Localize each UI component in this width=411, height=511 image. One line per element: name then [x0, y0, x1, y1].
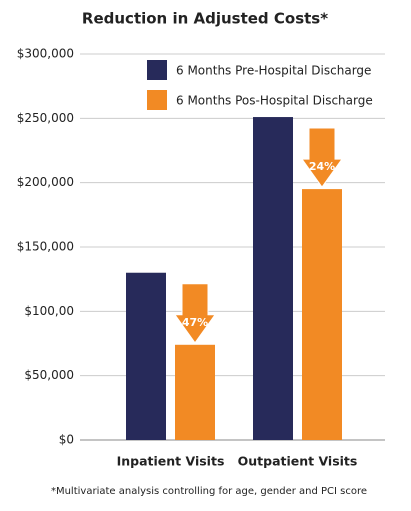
- bar: [253, 117, 293, 441]
- bar: [126, 272, 166, 440]
- y-tick-label: $100,00: [24, 304, 74, 318]
- arrow: [174, 283, 216, 344]
- y-tick-label: $250,000: [17, 111, 74, 125]
- x-tick-label: Inpatient Visits: [117, 454, 225, 469]
- x-tick-label: Outpatient Visits: [238, 454, 358, 469]
- y-tick-label: $200,000: [17, 175, 74, 189]
- arrow: [301, 127, 343, 188]
- y-tick-label: $150,000: [17, 240, 74, 254]
- annotation: 47%: [182, 316, 208, 329]
- legend-swatch: [147, 60, 167, 80]
- bar: [302, 189, 342, 440]
- annotation: 24%: [309, 160, 335, 173]
- legend-label: 6 Months Pos-Hospital Discharge: [176, 94, 373, 108]
- footnote: *Multivariate analysis controlling for a…: [51, 486, 367, 497]
- bar: [175, 344, 215, 440]
- y-tick-label: $300,000: [17, 47, 74, 61]
- y-tick-label: $50,000: [24, 368, 74, 382]
- legend-swatch: [147, 90, 167, 110]
- legend-label: 6 Months Pre-Hospital Discharge: [176, 64, 371, 78]
- chart-title: Reduction in Adjusted Costs*: [82, 10, 328, 28]
- y-tick-label: $0: [59, 433, 74, 447]
